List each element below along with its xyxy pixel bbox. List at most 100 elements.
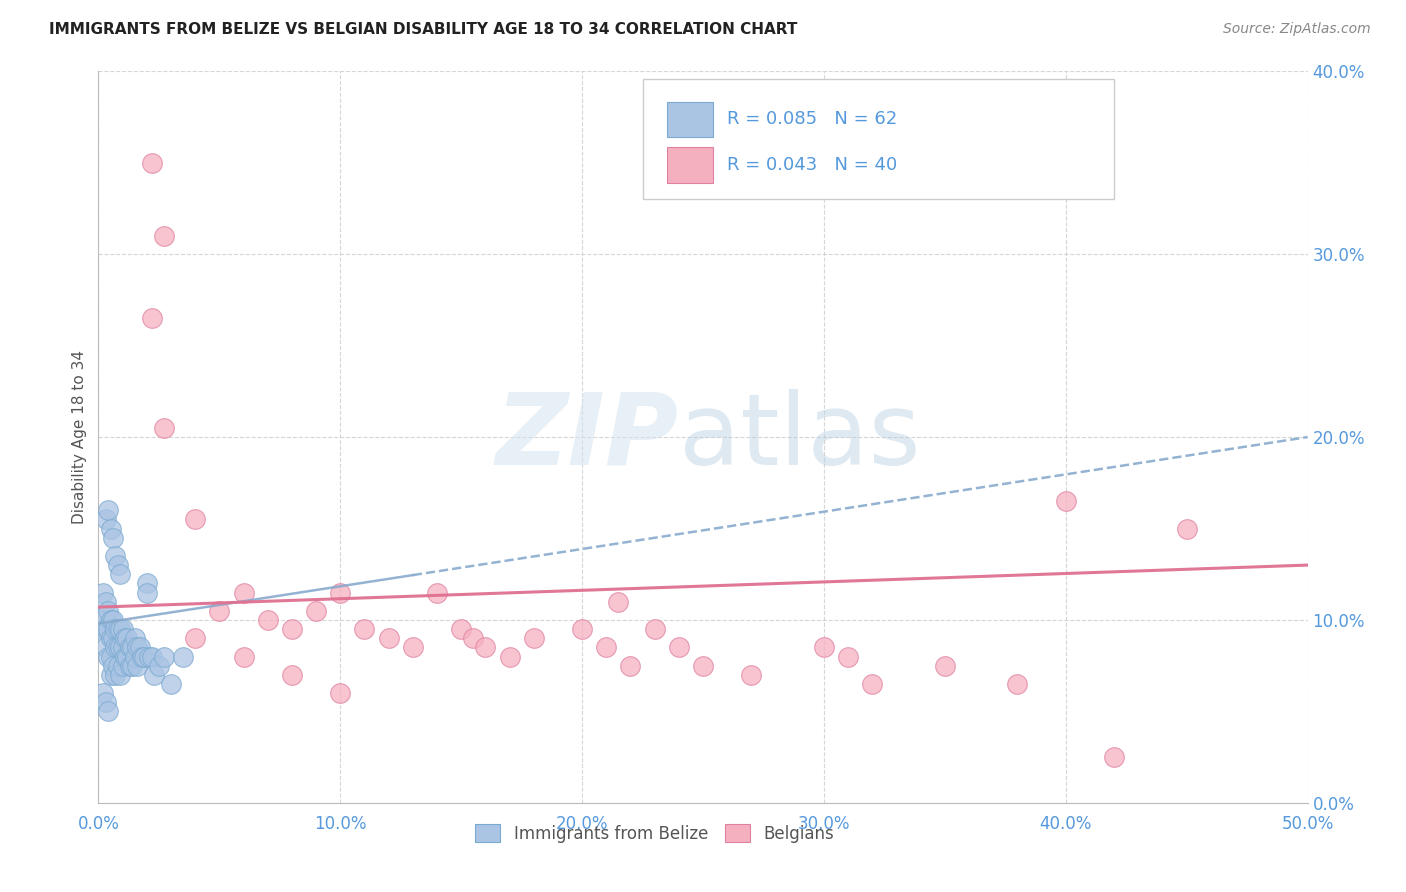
Point (141, 311, 163, 326)
Point (934, 658, 956, 673)
Point (402, 640, 425, 655)
Point (523, 632, 546, 646)
Point (208, 604, 231, 618)
Point (108, 622, 131, 636)
Point (107, 558, 129, 573)
Point (256, 613, 278, 627)
Point (94, 594, 117, 608)
Point (127, 658, 149, 673)
Point (148, 658, 170, 673)
Point (595, 640, 617, 655)
Point (135, 576, 157, 591)
Point (100, 521, 122, 535)
Point (94, 622, 117, 636)
Point (107, 640, 129, 655)
Point (152, 421, 174, 435)
Point (97, 649, 120, 664)
Point (108, 640, 131, 655)
Point (111, 640, 134, 655)
Point (1007, 677, 1029, 691)
Point (101, 658, 124, 673)
Point (692, 658, 714, 673)
Point (160, 677, 183, 691)
Point (668, 640, 690, 655)
Point (141, 649, 163, 664)
Point (104, 549, 127, 563)
Point (104, 667, 127, 681)
Point (377, 632, 399, 646)
Point (143, 667, 166, 681)
Point (111, 622, 134, 636)
Point (152, 229, 174, 244)
Point (571, 622, 593, 636)
Point (644, 622, 666, 636)
Point (114, 649, 136, 664)
Legend: Immigrants from Belize, Belgians: Immigrants from Belize, Belgians (468, 818, 841, 849)
Point (117, 632, 139, 646)
Point (111, 658, 134, 673)
Point (118, 640, 141, 655)
Point (619, 658, 641, 673)
Point (124, 649, 146, 664)
Point (450, 622, 472, 636)
Point (141, 156, 163, 170)
Point (118, 658, 141, 673)
Point (329, 585, 352, 599)
Point (860, 677, 883, 691)
Point (463, 632, 485, 646)
Point (124, 632, 146, 646)
Point (740, 667, 762, 681)
Point (353, 622, 375, 636)
Text: atlas: atlas (679, 389, 921, 485)
Point (152, 649, 174, 664)
Point (100, 632, 122, 646)
Point (172, 649, 194, 664)
Point (1175, 521, 1198, 535)
Point (1102, 750, 1125, 764)
Point (837, 649, 859, 664)
FancyBboxPatch shape (666, 102, 713, 137)
Point (128, 640, 150, 655)
Point (474, 640, 496, 655)
Point (121, 640, 143, 655)
Point (498, 649, 520, 664)
Text: ZIP: ZIP (496, 389, 679, 485)
Point (97, 503, 120, 517)
Text: R = 0.043   N = 40: R = 0.043 N = 40 (727, 156, 897, 174)
Point (107, 622, 129, 636)
Point (108, 667, 131, 681)
Point (607, 594, 630, 608)
FancyBboxPatch shape (666, 147, 713, 183)
Point (104, 640, 127, 655)
Point (426, 585, 449, 599)
Point (91, 585, 114, 599)
Point (100, 613, 122, 627)
FancyBboxPatch shape (643, 78, 1114, 200)
Point (117, 649, 139, 664)
Point (184, 632, 207, 646)
Point (107, 658, 129, 673)
Point (131, 649, 153, 664)
Text: R = 0.085   N = 62: R = 0.085 N = 62 (727, 110, 897, 128)
Point (127, 640, 149, 655)
Point (100, 667, 122, 681)
Point (94, 512, 117, 526)
Point (138, 649, 160, 664)
Point (281, 667, 304, 681)
Point (90, 622, 112, 636)
Point (94, 695, 117, 709)
Point (101, 531, 124, 545)
Y-axis label: Disability Age 18 to 34: Disability Age 18 to 34 (72, 350, 87, 524)
Point (97, 604, 120, 618)
Point (813, 640, 835, 655)
Text: IMMIGRANTS FROM BELIZE VS BELGIAN DISABILITY AGE 18 TO 34 CORRELATION CHART: IMMIGRANTS FROM BELIZE VS BELGIAN DISABI… (49, 22, 797, 37)
Point (91, 686, 114, 700)
Text: Source: ZipAtlas.com: Source: ZipAtlas.com (1223, 22, 1371, 37)
Point (134, 649, 156, 664)
Point (100, 649, 122, 664)
Point (101, 632, 124, 646)
Point (135, 585, 157, 599)
Point (121, 658, 143, 673)
Point (97, 622, 120, 636)
Point (305, 604, 328, 618)
